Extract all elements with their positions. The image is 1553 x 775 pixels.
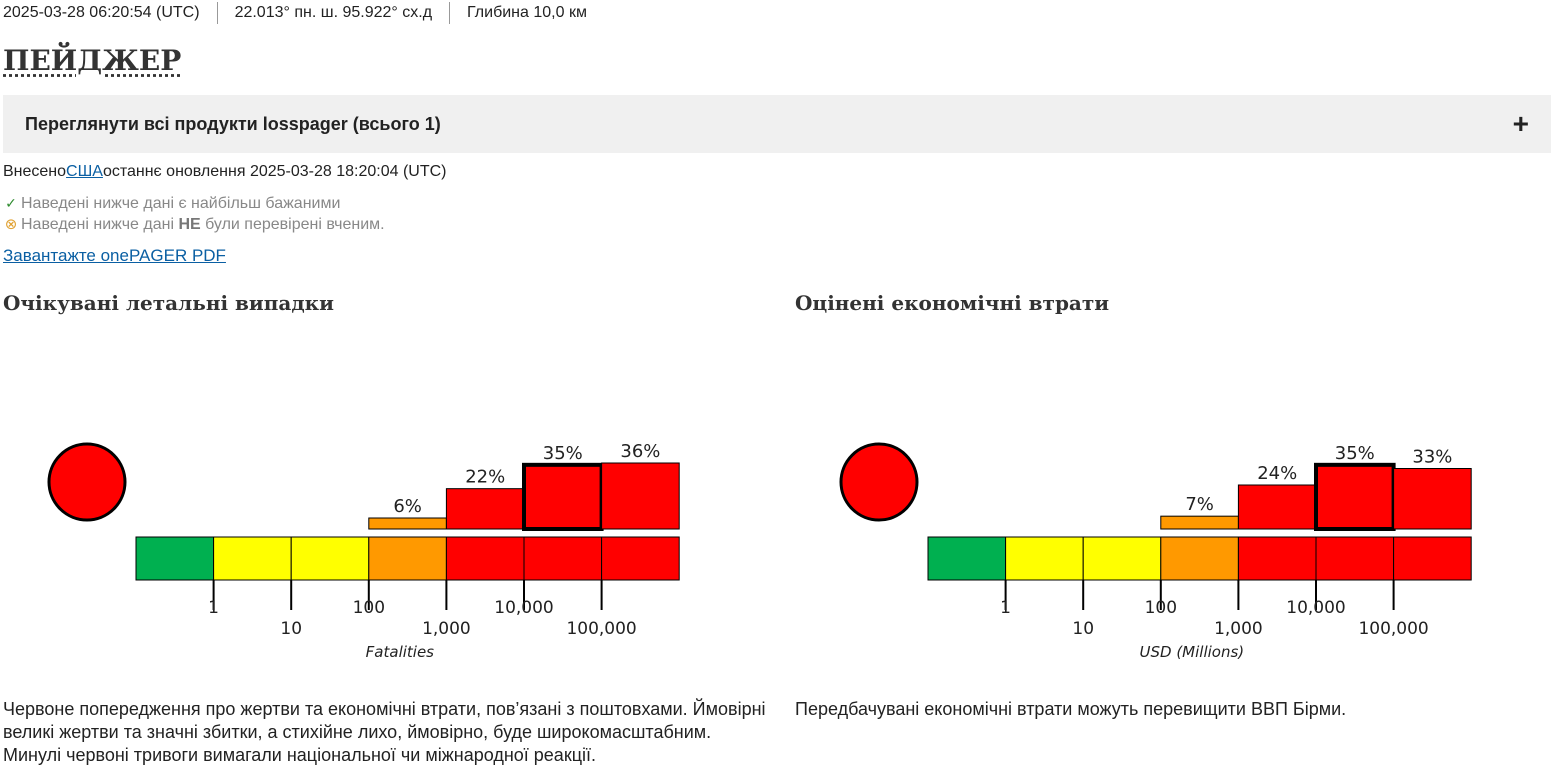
event-time: 2025-03-28 06:20:54 (UTC) (3, 4, 200, 21)
alert-band (368, 536, 447, 581)
preferred-text: Наведені нижче дані є найбільш бажаними (21, 195, 341, 212)
tick-label: 10,000 (494, 598, 553, 618)
tick-label: 100 (353, 598, 385, 618)
probability-label: 35% (543, 443, 583, 464)
economic-losses-title: Оцінені економічні втрати (795, 291, 1110, 315)
fatalities-description: Червоне попередження про жертви та еконо… (3, 699, 766, 765)
contributor-prefix: Внесено (3, 163, 67, 180)
last-updated: останнє оновлення 2025-03-28 18:20:04 (U… (102, 163, 447, 180)
contributor-line: ВнесеноСШАостаннє оновлення 2025-03-28 1… (3, 162, 447, 182)
alert-band (213, 536, 292, 581)
economic-description: Передбачувані економічні втрати можуть п… (795, 699, 1347, 719)
probability-bar (445, 488, 525, 530)
tick-label: 100,000 (1358, 619, 1428, 639)
plus-icon[interactable]: + (1512, 108, 1529, 139)
page-title: ПЕЙДЖЕР (3, 44, 182, 77)
probability-label: 24% (1257, 463, 1297, 484)
alert-band (135, 536, 215, 581)
all-products-accordion[interactable]: Переглянути всі продукти losspager (всьо… (3, 95, 1551, 153)
probability-label: 6% (393, 496, 422, 517)
alert-band (1160, 536, 1239, 581)
tick-label: 10 (1072, 619, 1094, 639)
economic-losses-chart: 7% 24% 35% 33% 1 10 100 1,000 10,000 100,000 USD (… (839, 442, 1472, 661)
alert-band (601, 536, 680, 581)
divider (449, 2, 451, 24)
alert-band (1237, 536, 1317, 581)
probability-bar (522, 462, 604, 531)
probability-label: 36% (620, 441, 660, 462)
alert-level-circle (839, 442, 919, 522)
fatalities-title: Очікувані летальні випадки (3, 291, 334, 315)
probability-bar (1160, 515, 1239, 530)
alert-band (1005, 536, 1084, 581)
x-axis-label: USD (Millions) (1140, 643, 1245, 661)
preferred-note: ✓ Наведені нижче дані є найбільш бажаним… (3, 193, 385, 214)
probability-label: 33% (1412, 447, 1452, 468)
event-location: 22.013° пн. ш. 95.922° сх.д (234, 4, 433, 21)
download-onepager-link[interactable]: Завантажте onePAGER PDF (3, 246, 226, 265)
unreviewed-note: ⊗ Наведені нижче дані НЕ були перевірені… (3, 214, 385, 235)
event-meta-row: 2025-03-28 06:20:54 (UTC) 22.013° пн. ш.… (3, 2, 604, 24)
tick-label: 10,000 (1286, 598, 1345, 618)
warning-circle-icon: ⊗ (4, 216, 18, 233)
tick-label: 100 (1145, 598, 1177, 618)
check-icon: ✓ (5, 195, 17, 211)
event-depth: Глибина 10,0 км (467, 4, 587, 21)
probability-label: 7% (1185, 494, 1214, 515)
alert-band (927, 536, 1007, 581)
x-axis-label: Fatalities (366, 643, 435, 661)
alert-band (1082, 536, 1162, 581)
tick-label: 1,000 (422, 619, 471, 639)
contributor-link[interactable]: США (66, 163, 103, 180)
tick-label: 100,000 (566, 619, 636, 639)
tick-label: 1 (1000, 598, 1011, 618)
alert-band (523, 536, 603, 581)
tick-label: 1 (208, 598, 219, 618)
probability-bar (1237, 484, 1317, 530)
alert-band (290, 536, 370, 581)
divider (216, 2, 218, 24)
probability-label: 35% (1335, 443, 1375, 464)
tick-label: 10 (280, 619, 302, 639)
probability-bar (1393, 468, 1472, 530)
accordion-label: Переглянути всі продукти losspager (всьо… (25, 113, 441, 134)
probability-label: 22% (465, 467, 505, 488)
unreviewed-text: Наведені нижче дані НЕ були перевірені в… (21, 216, 385, 233)
fatalities-chart: 6% 22% 35% 36% 1 10 100 1,000 10,000 100,000 Fatal… (47, 441, 680, 661)
alert-band (445, 536, 525, 581)
probability-bar (1314, 462, 1396, 531)
probability-bar (601, 462, 680, 530)
alert-level-circle (47, 442, 127, 522)
review-notes: ✓ Наведені нижче дані є найбільш бажаним… (3, 193, 385, 235)
tick-label: 1,000 (1214, 619, 1263, 639)
alert-band (1393, 536, 1472, 581)
alert-band (1315, 536, 1395, 581)
probability-bar (368, 517, 447, 530)
